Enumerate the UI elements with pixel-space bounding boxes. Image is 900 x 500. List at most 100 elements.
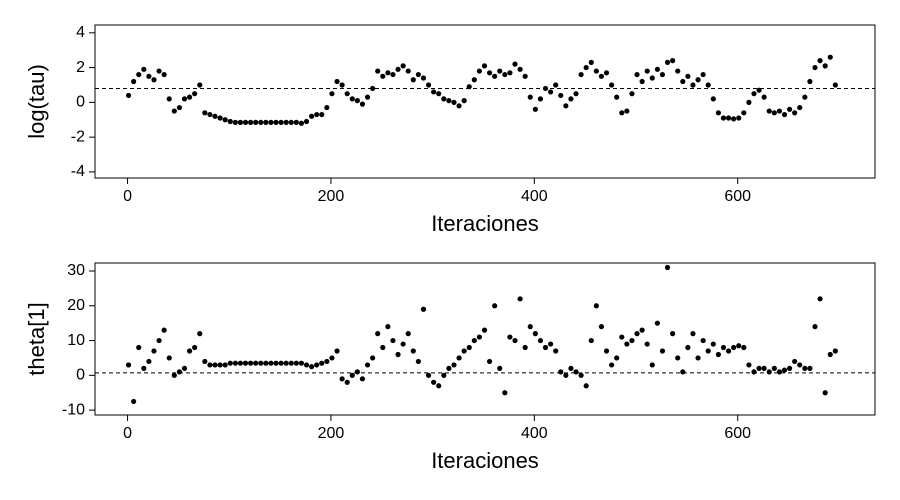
point bbox=[725, 348, 732, 354]
point bbox=[354, 369, 360, 375]
point bbox=[131, 78, 137, 85]
point bbox=[192, 344, 198, 351]
point bbox=[542, 85, 549, 92]
point bbox=[268, 360, 274, 366]
point bbox=[639, 78, 645, 85]
y-tick-label: 0 bbox=[76, 367, 85, 384]
x-tick-label: 400 bbox=[521, 188, 548, 205]
point bbox=[202, 358, 208, 365]
point bbox=[298, 360, 305, 366]
point bbox=[141, 66, 147, 72]
point bbox=[349, 96, 355, 102]
point bbox=[476, 334, 483, 340]
point bbox=[370, 85, 376, 92]
point bbox=[263, 119, 269, 125]
point bbox=[278, 360, 284, 366]
point bbox=[736, 115, 742, 121]
point bbox=[710, 96, 716, 102]
point bbox=[659, 348, 666, 354]
point bbox=[619, 110, 625, 116]
point bbox=[156, 68, 162, 74]
point bbox=[431, 379, 437, 385]
point bbox=[283, 360, 289, 366]
point bbox=[385, 324, 391, 330]
point bbox=[598, 324, 605, 330]
point bbox=[700, 71, 706, 78]
point bbox=[537, 96, 544, 102]
point bbox=[247, 360, 254, 366]
point bbox=[588, 337, 594, 344]
point bbox=[334, 78, 340, 85]
point bbox=[156, 337, 162, 344]
point bbox=[715, 110, 721, 116]
point bbox=[720, 344, 727, 351]
point bbox=[522, 73, 528, 79]
point bbox=[486, 358, 493, 365]
point bbox=[263, 360, 269, 366]
point bbox=[680, 369, 686, 375]
point bbox=[614, 355, 620, 361]
point bbox=[344, 379, 350, 385]
plot-frame bbox=[94, 262, 876, 416]
point bbox=[812, 324, 818, 330]
point bbox=[207, 111, 213, 118]
point bbox=[197, 82, 203, 88]
point bbox=[685, 344, 691, 351]
point bbox=[247, 119, 254, 125]
point bbox=[436, 383, 442, 389]
point bbox=[741, 344, 747, 351]
point bbox=[217, 115, 223, 121]
point bbox=[253, 119, 259, 125]
point bbox=[410, 348, 416, 354]
point bbox=[532, 106, 538, 112]
point bbox=[446, 98, 452, 104]
y-tick-label: -2 bbox=[71, 128, 85, 145]
point bbox=[593, 303, 599, 309]
point bbox=[476, 68, 483, 74]
point bbox=[181, 365, 188, 371]
point bbox=[405, 68, 411, 74]
point bbox=[161, 71, 167, 78]
point bbox=[771, 110, 777, 116]
point bbox=[507, 70, 513, 76]
point bbox=[425, 372, 432, 378]
point bbox=[563, 103, 569, 109]
point bbox=[710, 341, 716, 347]
point bbox=[720, 115, 727, 121]
point bbox=[817, 296, 823, 302]
point bbox=[746, 362, 752, 368]
point bbox=[832, 348, 838, 354]
point bbox=[792, 110, 798, 116]
point bbox=[314, 362, 320, 368]
point bbox=[619, 334, 625, 340]
point bbox=[319, 360, 325, 366]
point bbox=[680, 78, 686, 85]
point bbox=[293, 360, 299, 366]
point bbox=[792, 358, 798, 365]
point bbox=[395, 351, 401, 358]
point bbox=[741, 110, 747, 116]
point bbox=[222, 362, 228, 368]
point bbox=[664, 264, 671, 271]
point bbox=[253, 360, 259, 366]
point bbox=[786, 365, 793, 371]
y-tick-label: 2 bbox=[76, 59, 85, 76]
point bbox=[827, 351, 833, 358]
point bbox=[502, 71, 508, 78]
point bbox=[375, 68, 381, 74]
point bbox=[242, 360, 249, 366]
point bbox=[527, 94, 533, 100]
x-tick-label: 600 bbox=[724, 425, 751, 442]
x-tick-label: 200 bbox=[318, 188, 345, 205]
point bbox=[456, 355, 462, 361]
point bbox=[364, 362, 371, 368]
point bbox=[298, 120, 305, 126]
point bbox=[227, 360, 233, 366]
point bbox=[822, 390, 828, 396]
point bbox=[283, 119, 289, 125]
point bbox=[390, 71, 396, 78]
point bbox=[649, 75, 655, 81]
point bbox=[664, 59, 671, 65]
point bbox=[492, 73, 498, 79]
point bbox=[186, 94, 193, 100]
